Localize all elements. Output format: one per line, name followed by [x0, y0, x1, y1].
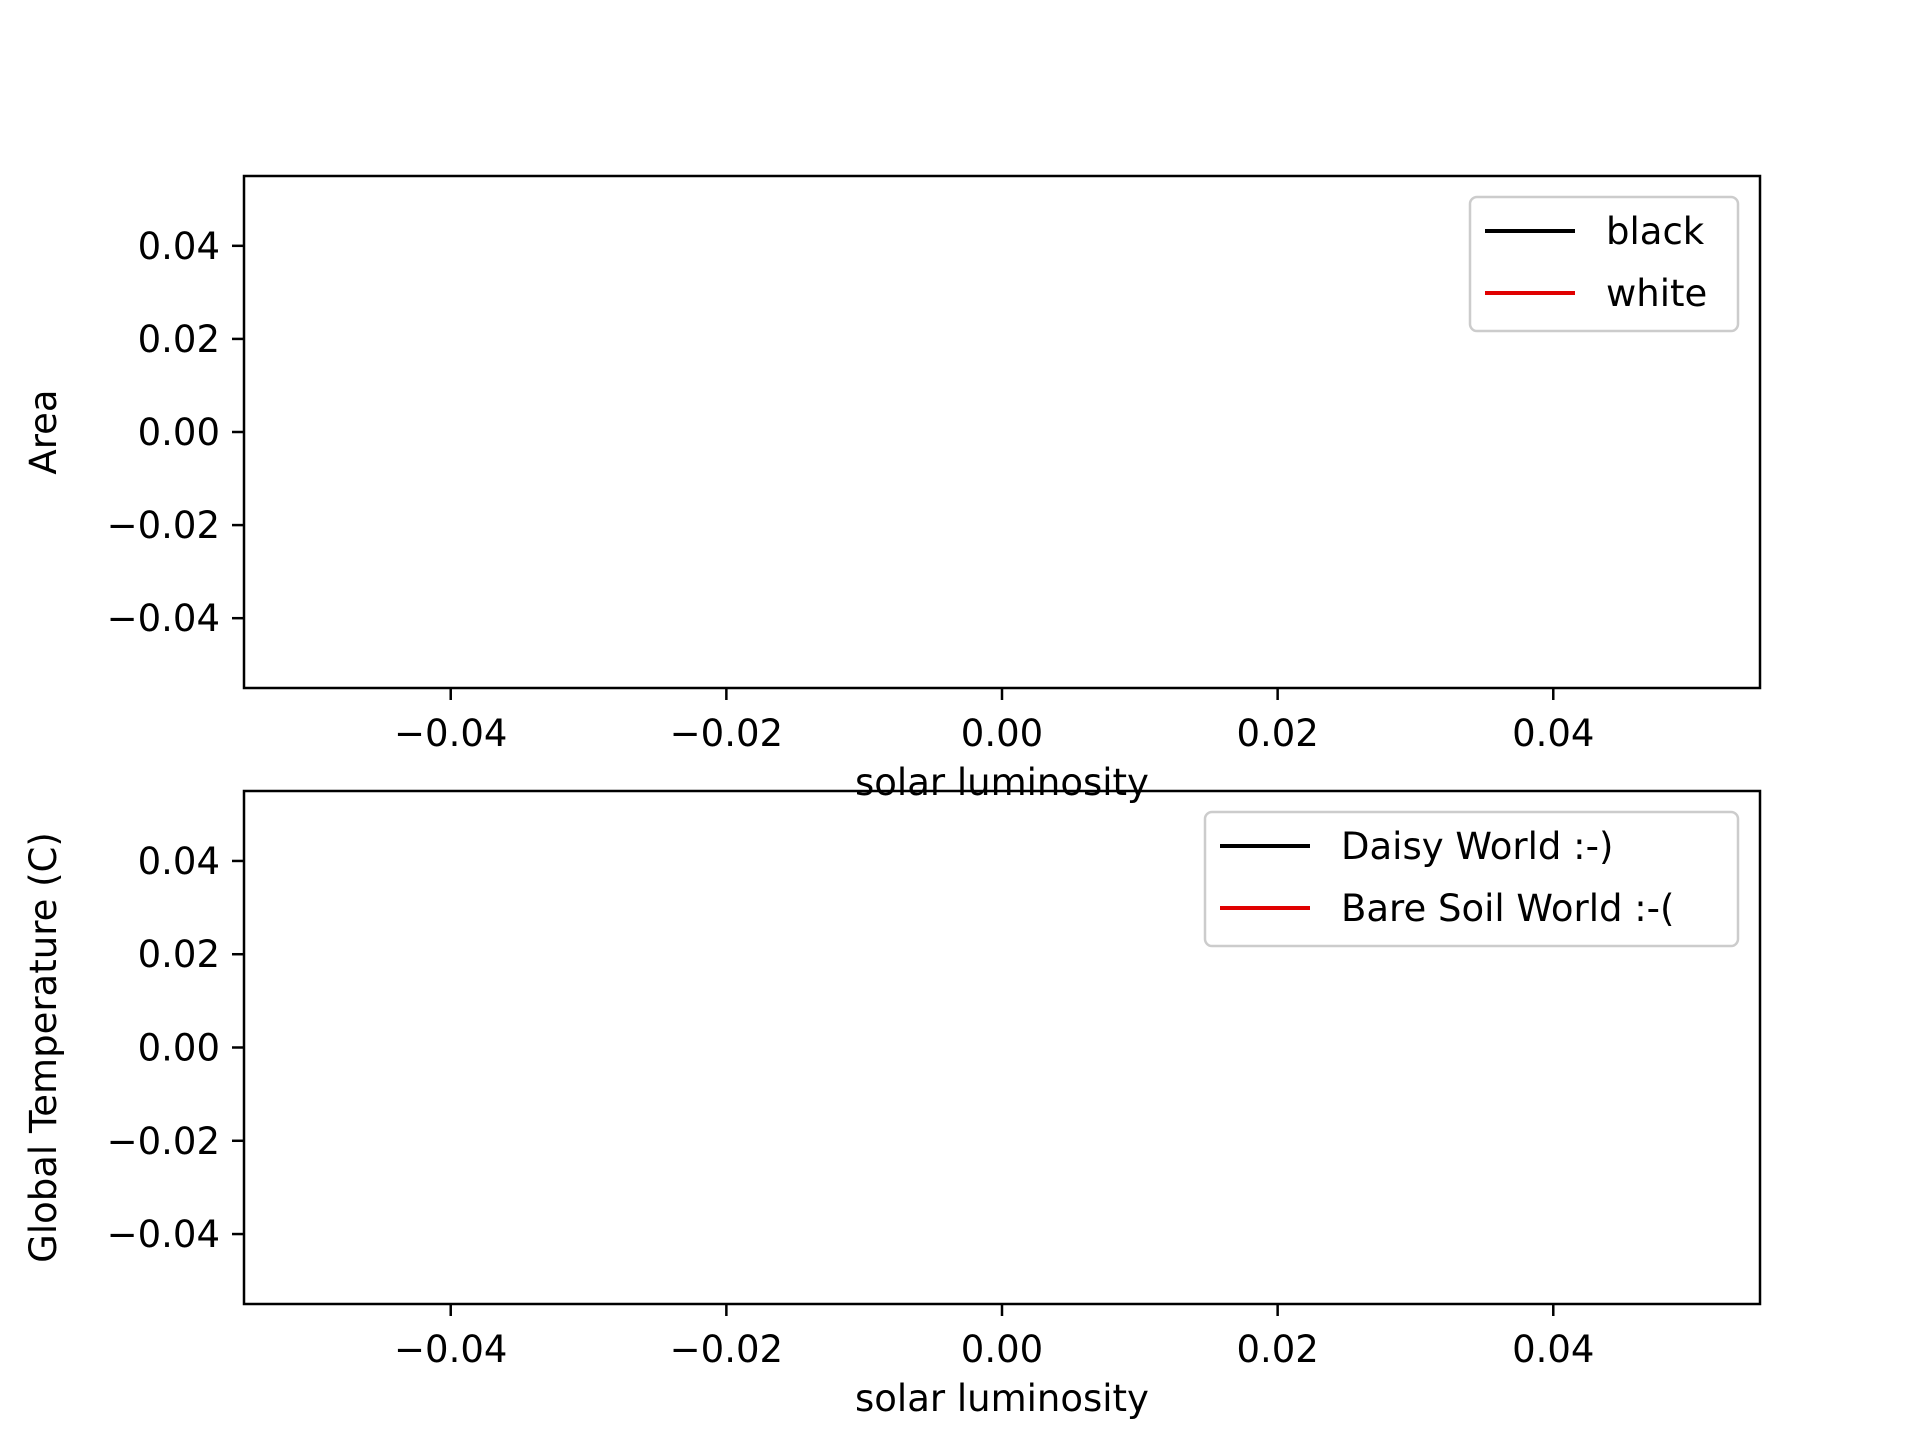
y-tick-label: 0.02: [138, 933, 220, 976]
x-tick-label: 0.04: [1512, 1328, 1594, 1371]
x-tick-label: 0.04: [1512, 712, 1594, 755]
x-tick-label: 0.02: [1236, 1328, 1318, 1371]
legend-label: Bare Soil World :-(: [1341, 887, 1674, 930]
legend-label: white: [1606, 272, 1707, 315]
panel-1: −0.04 −0.02 0.00 0.02 0.04 0.04 0.02 0.00 −0.02 −…: [22, 174, 1762, 804]
y-tick-label: −0.04: [107, 597, 220, 640]
legend-box: [1203, 810, 1740, 948]
legend-label: black: [1606, 210, 1705, 253]
x-axis-label: solar luminosity: [855, 1377, 1149, 1420]
y-tick-label: −0.02: [107, 1120, 220, 1163]
panel-2: −0.04 −0.02 0.00 0.02 0.04 0.04 0.02 0.00 −0.02 −…: [22, 789, 1762, 1420]
y-axis-label: Global Temperature (C): [22, 832, 65, 1263]
x-tick-label: 0.00: [961, 1328, 1043, 1371]
y-tick-label: 0.00: [138, 411, 220, 454]
x-tick-label: 0.02: [1236, 712, 1318, 755]
x-tick-label: −0.04: [394, 712, 507, 755]
y-tick-label: −0.04: [107, 1213, 220, 1256]
x-tick-label: −0.04: [394, 1328, 507, 1371]
y-tick-label: 0.04: [138, 840, 220, 883]
y-tick-label: −0.02: [107, 504, 220, 547]
x-tick-label: 0.00: [961, 712, 1043, 755]
x-tick-label: −0.02: [670, 712, 783, 755]
y-tick-label: 0.04: [138, 225, 220, 268]
y-axis-label: Area: [22, 389, 65, 474]
legend: black white: [1468, 195, 1740, 333]
x-axis-label: solar luminosity: [855, 761, 1149, 804]
x-tick-label: −0.02: [670, 1328, 783, 1371]
legend-label: Daisy World :-): [1341, 825, 1613, 868]
y-tick-label: 0.00: [138, 1027, 220, 1070]
y-tick-label: 0.02: [138, 318, 220, 361]
legend: Daisy World :-) Bare Soil World :-(: [1203, 810, 1740, 948]
